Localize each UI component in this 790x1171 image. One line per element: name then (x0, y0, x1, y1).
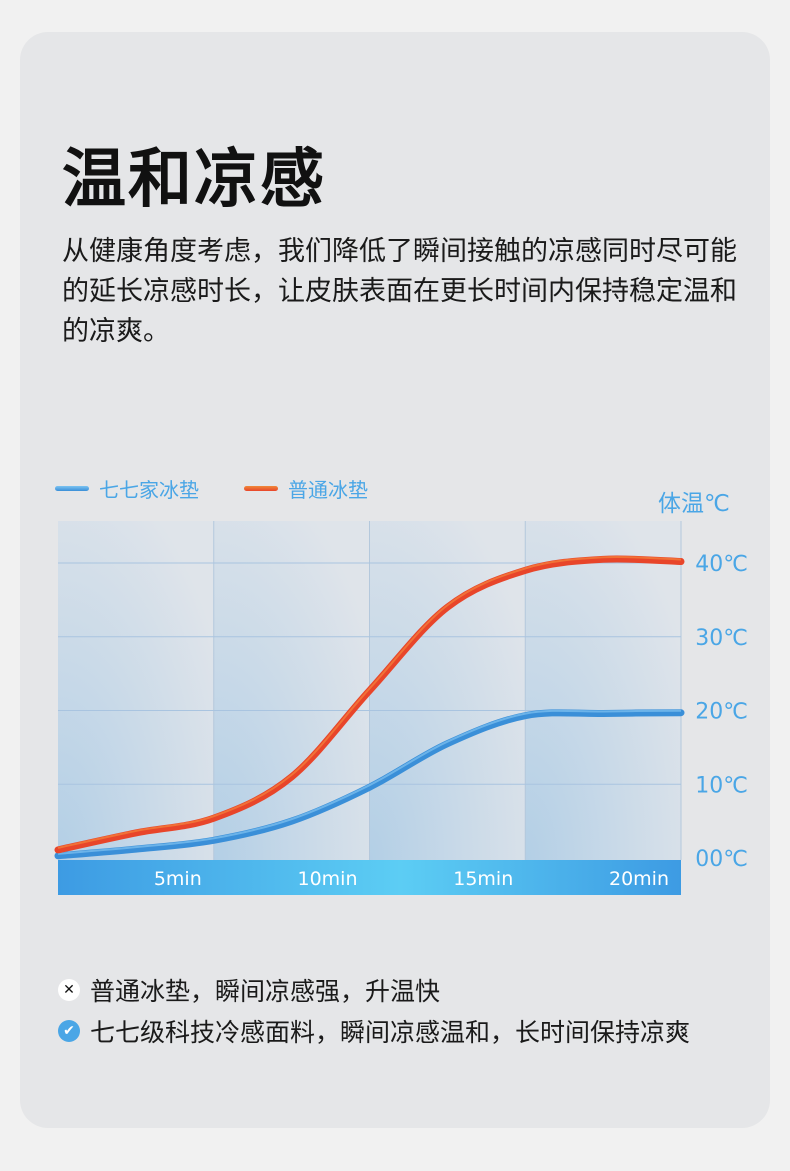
x-tick-label: 20min (609, 868, 669, 890)
x-tick-label: 10min (297, 868, 357, 890)
y-tick-label: 10℃ (695, 773, 748, 798)
series-highlight (57, 709, 682, 855)
legend-swatch-orange (244, 486, 278, 491)
description: 从健康角度考虑，我们降低了瞬间接触的凉感同时尽可能的延长凉感时长，让皮肤表面在更… (62, 236, 737, 347)
legend-label: 七七家冰垫 (99, 478, 199, 502)
series-highlight (57, 555, 682, 849)
x-tick-label: 5min (154, 868, 202, 890)
plot-cell (58, 521, 214, 860)
check-icon: ✔ (58, 1020, 80, 1042)
x-axis-band (58, 860, 681, 895)
y-tick-label: 20℃ (695, 700, 748, 725)
note-text: 普通冰垫，瞬间凉感强，升温快 (90, 977, 441, 1006)
legend-swatch-blue (55, 486, 89, 491)
plot-cell (525, 521, 681, 860)
note-regular: ✕ 普通冰垫，瞬间凉感强，升温快 (58, 972, 440, 1008)
y-tick-label: 30℃ (695, 626, 748, 651)
legend-label: 普通冰垫 (288, 478, 368, 502)
page-title: 温和凉感 (62, 143, 326, 217)
y-tick-label: 00℃ (695, 847, 748, 872)
x-tick-label: 15min (453, 868, 513, 890)
y-tick-label: 40℃ (695, 552, 748, 577)
series-line-qiqijia (54, 709, 685, 860)
cross-icon: ✕ (58, 979, 80, 1001)
note-qiqijia: ✔ 七七级科技冷感面料，瞬间凉感温和，长时间保持凉爽 (58, 1013, 690, 1049)
legend-item-regular: 普通冰垫 (244, 474, 368, 503)
legend-item-qiqijia: 七七家冰垫 (55, 474, 199, 503)
plot-cell (369, 521, 526, 860)
note-text: 七七级科技冷感面料，瞬间凉感温和，长时间保持凉爽 (90, 1018, 691, 1047)
series-line-regular (54, 555, 685, 854)
y-axis-label: 体温℃ (658, 491, 730, 517)
